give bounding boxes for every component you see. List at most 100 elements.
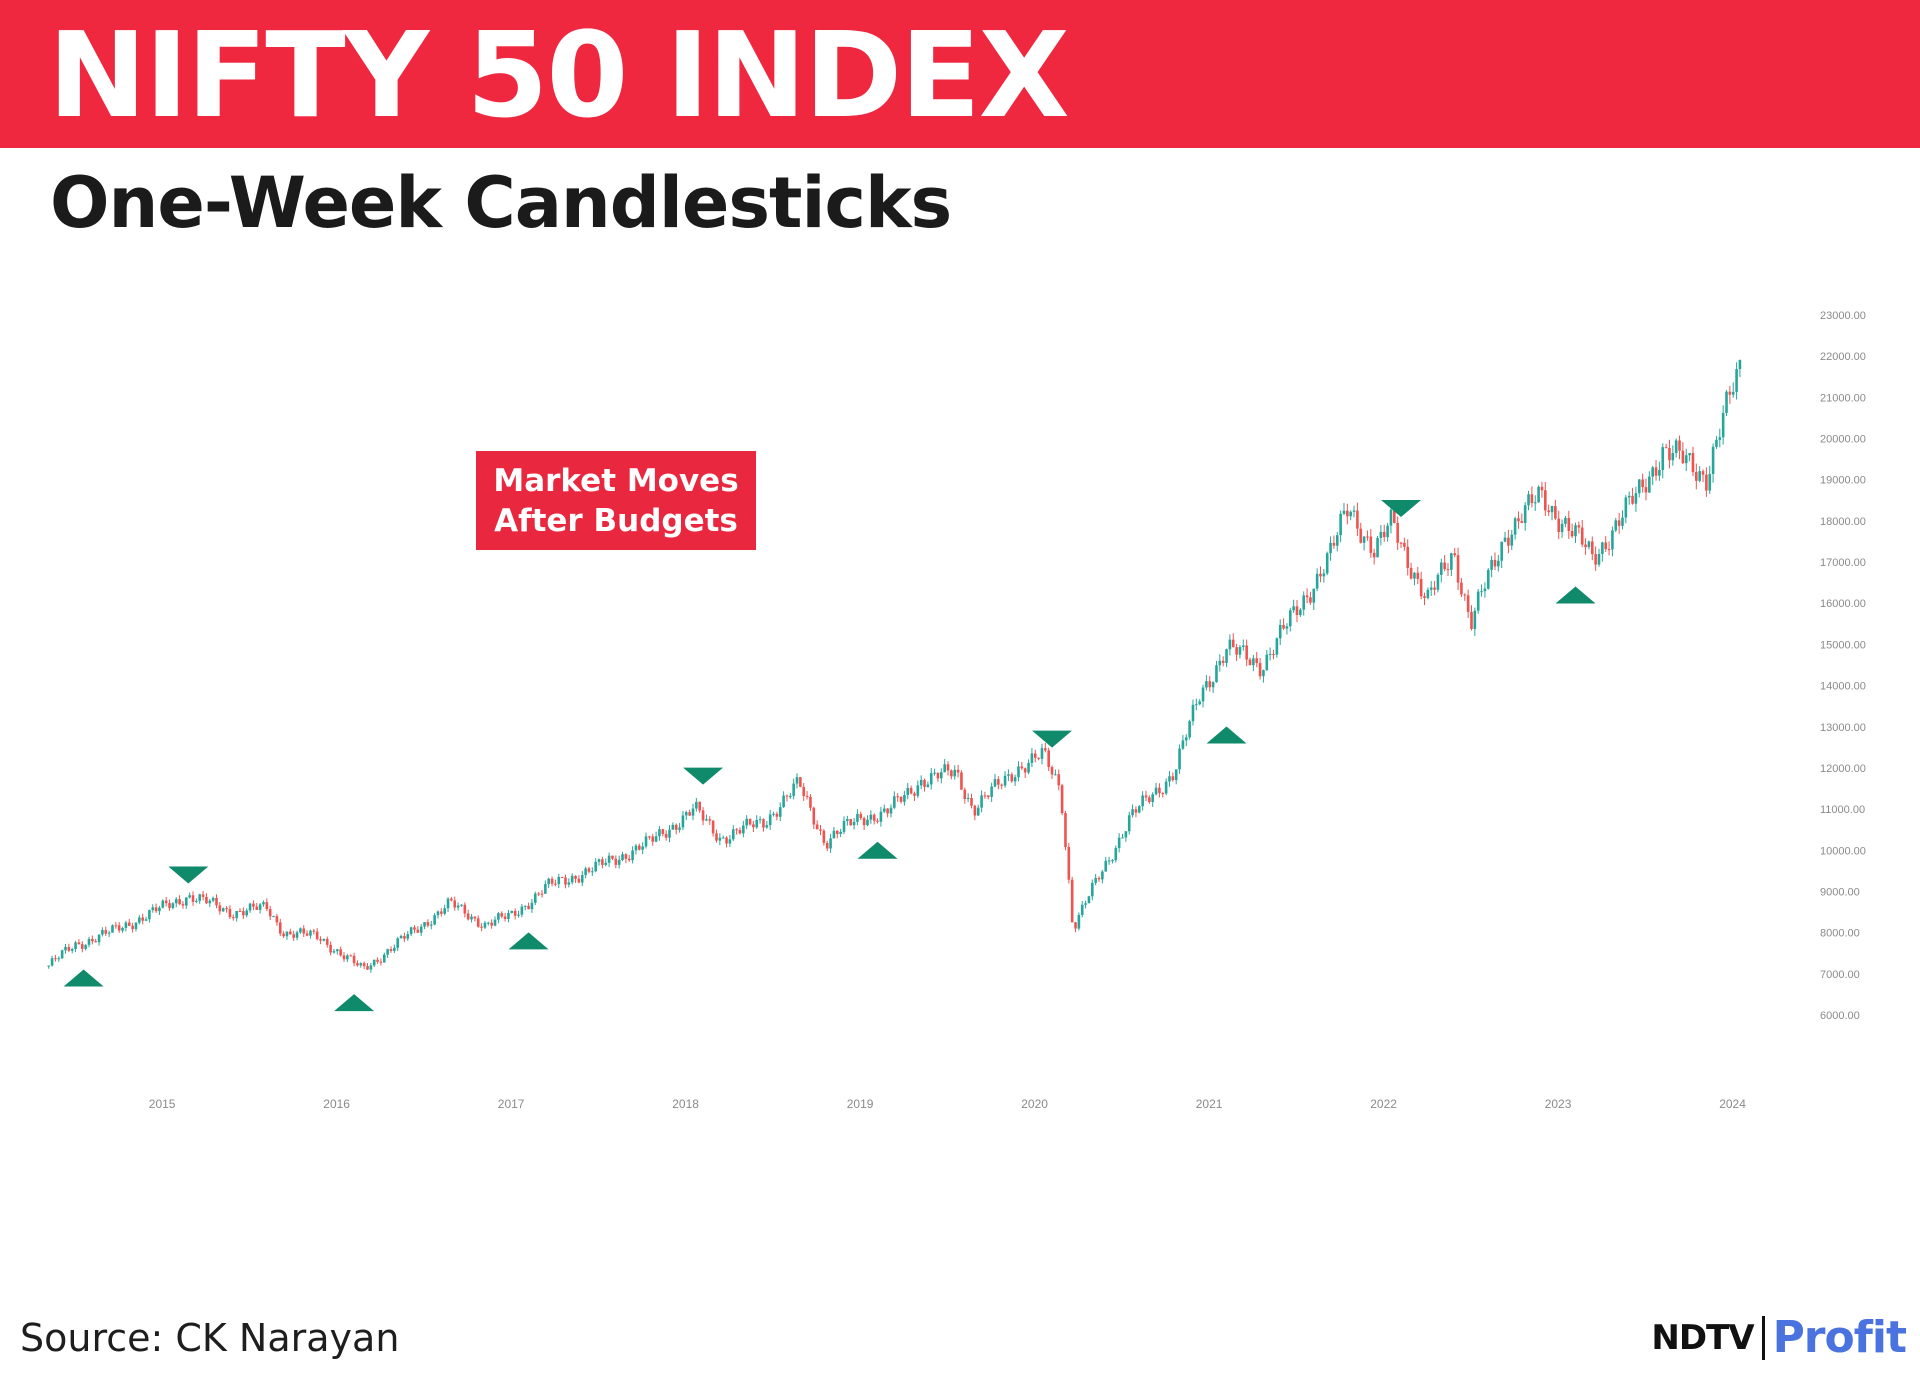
candle [1137,805,1141,814]
candle [1278,619,1282,646]
y-tick-label: 19000.00 [1820,475,1866,487]
candle [1114,845,1118,863]
candle [1292,599,1295,613]
candle [1064,810,1067,851]
candle [134,922,138,932]
candle [1027,759,1030,775]
candle [832,826,836,839]
candle [829,833,832,853]
candle [1325,551,1329,576]
candle [1215,661,1218,683]
candle [138,915,141,925]
budget-marker-up [508,932,549,950]
candle [1507,529,1510,554]
budget-marker-down [168,866,209,884]
candle [1695,463,1698,490]
candle [1242,639,1245,651]
candle [460,904,463,907]
candle [1463,593,1467,601]
candle [1450,552,1453,576]
candle [1322,568,1326,583]
candle [1272,649,1275,660]
candle [591,867,594,877]
candle [151,904,155,913]
candle [282,931,285,939]
candle [1091,879,1094,901]
callout-box: Market Moves After Budgets [476,451,756,550]
candle [1678,435,1681,460]
candle [758,816,762,824]
logo-profit: Profit [1772,1312,1907,1363]
candle [735,828,738,835]
candle [755,815,759,829]
candle [1047,747,1050,772]
candle [1611,526,1614,557]
candle [1443,555,1446,572]
candle [1601,541,1604,562]
candle [1456,547,1460,591]
candle [1007,769,1010,781]
candle [1564,515,1567,528]
candle [1107,856,1111,865]
candle [1594,546,1597,571]
x-tick-label: 2021 [1196,1097,1223,1111]
candle [638,843,641,851]
candle [1604,536,1608,552]
candle [161,899,165,909]
candle [1097,876,1101,882]
candle [809,794,812,811]
candle [1671,445,1675,466]
candle [795,773,799,789]
candle [473,916,477,922]
candle [1054,769,1057,776]
y-tick-label: 18000.00 [1820,516,1866,528]
candle [1500,541,1503,568]
candle [74,940,77,953]
candle [1389,505,1393,534]
candle [1319,566,1322,583]
candle [429,920,433,930]
candle [728,835,732,848]
y-tick-label: 22000.00 [1820,351,1866,363]
candle [866,815,869,827]
candle [1460,577,1463,598]
candle [547,877,551,888]
candle [1044,742,1047,753]
candle [1490,555,1493,578]
candle [1544,482,1547,516]
candle [319,936,322,945]
candle [57,956,61,962]
candle [1131,804,1134,818]
candle [1550,505,1554,521]
candle [231,914,235,921]
candle [419,923,423,937]
candle [1637,478,1641,498]
candle [993,774,997,788]
candle [1396,516,1399,551]
candle [409,926,413,937]
candle [252,900,255,911]
candle [1080,900,1084,918]
candle [792,778,795,800]
candle [923,778,926,792]
candle [379,958,383,966]
candle [725,835,728,848]
y-tick-label: 20000.00 [1820,434,1866,446]
candle [597,858,601,866]
candle [1181,734,1185,751]
x-tick-label: 2023 [1545,1097,1572,1111]
candle [1483,582,1487,598]
candle [1335,532,1339,552]
candle [721,835,725,839]
candle [285,931,289,940]
candle [258,902,262,914]
candle [1225,648,1228,668]
candle [594,858,597,873]
budget-marker-up [1206,726,1247,744]
y-tick-label: 14000.00 [1820,681,1866,693]
candle [77,939,81,945]
callout-line-1: Market Moves [493,462,739,499]
candle [970,793,973,809]
candle [752,820,755,832]
candle [1191,699,1195,726]
